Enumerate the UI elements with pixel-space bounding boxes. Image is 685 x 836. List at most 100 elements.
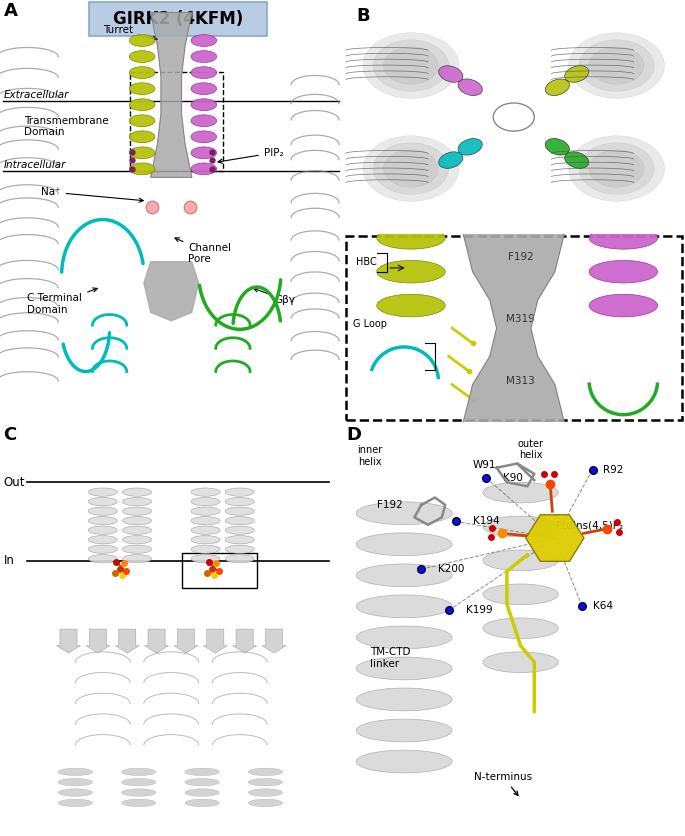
Text: outer
helix: outer helix bbox=[518, 439, 544, 461]
Ellipse shape bbox=[123, 545, 151, 553]
Ellipse shape bbox=[129, 83, 155, 94]
Ellipse shape bbox=[483, 482, 558, 503]
Text: Turret: Turret bbox=[103, 25, 157, 40]
Ellipse shape bbox=[88, 536, 117, 544]
Ellipse shape bbox=[129, 34, 155, 47]
Ellipse shape bbox=[191, 67, 216, 79]
Ellipse shape bbox=[191, 131, 216, 143]
Ellipse shape bbox=[185, 799, 219, 807]
FancyArrow shape bbox=[233, 629, 257, 653]
Ellipse shape bbox=[191, 147, 216, 159]
Ellipse shape bbox=[191, 99, 216, 110]
Text: HBC: HBC bbox=[356, 257, 377, 268]
Ellipse shape bbox=[129, 163, 155, 175]
FancyArrow shape bbox=[203, 629, 227, 653]
Ellipse shape bbox=[88, 497, 117, 506]
Ellipse shape bbox=[191, 536, 220, 544]
Ellipse shape bbox=[356, 657, 452, 680]
Circle shape bbox=[373, 143, 449, 194]
Ellipse shape bbox=[225, 517, 254, 525]
Circle shape bbox=[589, 47, 644, 84]
Ellipse shape bbox=[248, 789, 282, 796]
Ellipse shape bbox=[356, 595, 452, 618]
Text: K199: K199 bbox=[466, 605, 493, 615]
Ellipse shape bbox=[129, 67, 155, 79]
Circle shape bbox=[363, 135, 459, 201]
Ellipse shape bbox=[356, 688, 452, 711]
Ellipse shape bbox=[191, 34, 216, 47]
Circle shape bbox=[493, 103, 534, 131]
Ellipse shape bbox=[191, 517, 220, 525]
Text: C Terminal
Domain: C Terminal Domain bbox=[27, 288, 97, 315]
Ellipse shape bbox=[191, 115, 216, 127]
Text: PtdIns(4,5)P₂: PtdIns(4,5)P₂ bbox=[556, 521, 623, 531]
Ellipse shape bbox=[58, 789, 92, 796]
FancyArrow shape bbox=[262, 629, 286, 653]
Text: D: D bbox=[346, 426, 361, 444]
Text: K194: K194 bbox=[473, 517, 499, 527]
Ellipse shape bbox=[191, 497, 220, 506]
Text: F192: F192 bbox=[377, 500, 403, 510]
Text: M313: M313 bbox=[506, 376, 535, 385]
Circle shape bbox=[579, 143, 654, 194]
Ellipse shape bbox=[191, 545, 220, 553]
Ellipse shape bbox=[589, 227, 658, 249]
Ellipse shape bbox=[225, 536, 254, 544]
Ellipse shape bbox=[129, 99, 155, 110]
Polygon shape bbox=[144, 262, 199, 321]
Circle shape bbox=[363, 33, 459, 99]
Ellipse shape bbox=[123, 497, 151, 506]
Ellipse shape bbox=[438, 152, 463, 168]
Bar bbox=[130, 72, 223, 171]
Ellipse shape bbox=[185, 789, 219, 796]
Ellipse shape bbox=[564, 66, 589, 82]
Ellipse shape bbox=[121, 778, 156, 786]
Circle shape bbox=[373, 40, 449, 91]
FancyArrow shape bbox=[56, 629, 81, 653]
Ellipse shape bbox=[438, 66, 463, 82]
Ellipse shape bbox=[88, 517, 117, 525]
Text: Channel
Pore: Channel Pore bbox=[175, 237, 232, 264]
FancyArrow shape bbox=[145, 629, 169, 653]
Ellipse shape bbox=[377, 261, 445, 283]
Circle shape bbox=[569, 135, 664, 201]
Text: GIRK2 (4KFM): GIRK2 (4KFM) bbox=[113, 10, 243, 28]
Text: R92: R92 bbox=[603, 465, 623, 475]
Ellipse shape bbox=[123, 536, 151, 544]
Ellipse shape bbox=[356, 533, 452, 556]
Text: G Loop: G Loop bbox=[353, 319, 387, 329]
Ellipse shape bbox=[121, 799, 156, 807]
Ellipse shape bbox=[589, 294, 658, 317]
Ellipse shape bbox=[589, 261, 658, 283]
Ellipse shape bbox=[483, 652, 558, 672]
Ellipse shape bbox=[458, 139, 482, 155]
FancyArrow shape bbox=[86, 629, 110, 653]
Text: Na⁺: Na⁺ bbox=[41, 187, 143, 202]
Ellipse shape bbox=[356, 564, 452, 587]
Ellipse shape bbox=[191, 526, 220, 534]
Text: K200: K200 bbox=[438, 564, 465, 574]
Ellipse shape bbox=[88, 488, 117, 497]
Polygon shape bbox=[462, 230, 565, 426]
Text: PIP₂: PIP₂ bbox=[218, 148, 284, 163]
Circle shape bbox=[384, 47, 438, 84]
Text: Transmembrane
Domain: Transmembrane Domain bbox=[24, 116, 109, 137]
Text: B: B bbox=[356, 7, 370, 25]
Ellipse shape bbox=[377, 227, 445, 249]
Ellipse shape bbox=[191, 83, 216, 94]
Ellipse shape bbox=[123, 526, 151, 534]
Ellipse shape bbox=[123, 507, 151, 515]
Text: M319: M319 bbox=[506, 314, 535, 324]
Text: TM-CTD
linker: TM-CTD linker bbox=[370, 647, 410, 669]
Text: F192: F192 bbox=[508, 252, 534, 262]
Ellipse shape bbox=[483, 618, 558, 639]
Circle shape bbox=[579, 40, 654, 91]
Ellipse shape bbox=[545, 139, 569, 155]
Polygon shape bbox=[151, 13, 192, 177]
Text: N-terminus: N-terminus bbox=[475, 772, 532, 796]
Ellipse shape bbox=[356, 750, 452, 773]
Ellipse shape bbox=[123, 517, 151, 525]
Ellipse shape bbox=[185, 778, 219, 786]
Ellipse shape bbox=[225, 507, 254, 515]
Ellipse shape bbox=[225, 554, 254, 563]
